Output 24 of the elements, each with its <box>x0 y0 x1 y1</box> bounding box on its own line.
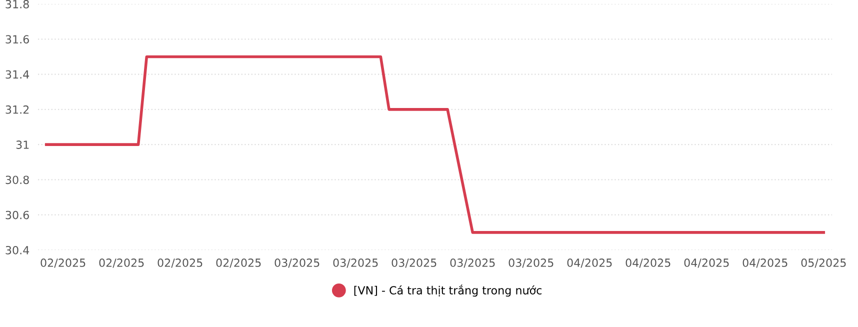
x-tick-label: 04/2025 <box>567 258 612 268</box>
y-tick-label: 31.8 <box>6 0 29 8</box>
line-series <box>44 55 826 234</box>
x-tick-label: 02/2025 <box>99 258 144 268</box>
y-tick-label: 30.6 <box>6 210 29 220</box>
y-tick-label: 31.6 <box>6 35 29 44</box>
x-tick-label: 02/2025 <box>40 258 86 268</box>
x-tick-label: 02/2025 <box>216 258 261 268</box>
x-tick-label: 03/2025 <box>333 258 378 268</box>
y-tick-label: 30.4 <box>6 246 30 254</box>
y-tick-label: 31.2 <box>6 105 29 114</box>
x-tick-label: 03/2025 <box>450 258 495 268</box>
x-tick-label: 03/2025 <box>508 258 554 268</box>
x-tick-label: 03/2025 <box>392 258 436 268</box>
y-tick-label: 31 <box>16 140 29 149</box>
y-tick-label: 31.4 <box>6 70 30 79</box>
x-tick-label: 05/2025 <box>801 258 846 268</box>
x-tick-label: 04/2025 <box>742 258 788 268</box>
x-tick-label: 04/2025 <box>684 258 729 268</box>
x-tick-label: 03/2025 <box>274 258 320 268</box>
x-tick-label: 04/2025 <box>626 258 670 268</box>
x-tick-label: 02/2025 <box>158 258 202 268</box>
legend-label: [VN] - Cá tra thịt trắng trong nước <box>354 284 542 297</box>
y-tick-label: 30.8 <box>6 176 29 184</box>
